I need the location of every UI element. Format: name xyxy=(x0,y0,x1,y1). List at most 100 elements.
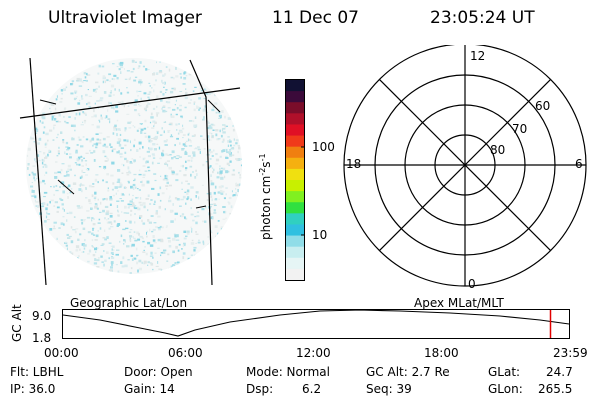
uv-speckle xyxy=(97,181,99,184)
uv-speckle xyxy=(64,151,66,155)
uv-speckle xyxy=(139,235,143,238)
uv-speckle xyxy=(121,265,125,268)
uv-speckle xyxy=(74,230,77,234)
uv-speckle xyxy=(54,171,58,174)
uv-speckle xyxy=(219,189,223,193)
uv-speckle xyxy=(129,200,133,203)
uv-speckle xyxy=(147,69,150,71)
uv-speckle xyxy=(76,77,80,81)
uv-speckle xyxy=(60,131,63,134)
uv-speckle xyxy=(216,138,220,141)
uv-speckle xyxy=(77,255,80,257)
uv-speckle xyxy=(132,194,134,197)
uv-speckle xyxy=(75,228,79,230)
uv-speckle xyxy=(106,251,109,254)
uv-speckle xyxy=(138,79,142,82)
uv-speckle xyxy=(148,98,151,101)
uv-speckle xyxy=(128,78,131,81)
uv-speckle xyxy=(67,147,71,150)
uv-speckle xyxy=(207,121,210,125)
uv-speckle xyxy=(151,187,155,190)
uv-speckle xyxy=(216,176,220,179)
uv-speckle xyxy=(52,228,56,230)
uv-speckle xyxy=(81,95,83,98)
uv-speckle xyxy=(107,118,111,120)
uv-speckle xyxy=(130,71,134,73)
uv-speckle xyxy=(97,107,99,109)
uv-speckle xyxy=(165,185,169,187)
uv-speckle xyxy=(148,82,151,84)
uv-speckle xyxy=(96,266,100,268)
uv-speckle xyxy=(209,150,213,154)
uv-speckle xyxy=(91,219,93,222)
uv-speckle xyxy=(44,143,47,146)
uv-speckle xyxy=(115,192,117,195)
uv-speckle xyxy=(134,99,138,102)
uv-speckle xyxy=(180,215,184,218)
uv-speckle xyxy=(133,138,136,141)
uv-speckle xyxy=(110,90,112,93)
uv-speckle xyxy=(112,78,116,81)
uv-speckle xyxy=(138,232,140,236)
uv-speckle xyxy=(222,167,226,171)
uv-speckle xyxy=(87,231,91,234)
uv-speckle xyxy=(83,244,87,247)
uv-speckle xyxy=(235,188,237,190)
uv-speckle xyxy=(228,149,232,151)
uv-speckle xyxy=(94,178,98,182)
uv-speckle xyxy=(135,186,137,189)
uv-speckle xyxy=(159,61,161,63)
uv-speckle xyxy=(203,108,205,110)
uv-speckle xyxy=(195,221,198,225)
uv-speckle xyxy=(118,150,120,152)
uv-speckle xyxy=(81,159,84,161)
uv-speckle xyxy=(63,107,66,111)
uv-speckle xyxy=(224,175,226,179)
uv-speckle xyxy=(108,242,112,244)
uv-speckle xyxy=(233,194,236,196)
uv-speckle xyxy=(190,157,194,159)
uv-speckle xyxy=(123,239,126,242)
uv-speckle xyxy=(70,226,73,229)
uv-speckle xyxy=(43,163,47,166)
uv-speckle xyxy=(92,88,96,92)
info-glat-label: GLat: xyxy=(488,365,521,379)
info-dsp-value: 6.2 xyxy=(302,382,322,396)
uv-speckle xyxy=(147,102,149,104)
uv-speckle xyxy=(97,257,100,259)
uv-speckle xyxy=(209,203,214,205)
uv-speckle xyxy=(160,99,163,102)
uv-speckle xyxy=(182,164,184,168)
uv-speckle xyxy=(146,232,147,235)
uv-speckle xyxy=(238,146,241,150)
uv-speckle xyxy=(132,183,136,187)
uv-speckle xyxy=(27,163,30,166)
uv-speckle xyxy=(119,64,123,67)
uv-speckle xyxy=(102,137,106,141)
uv-speckle xyxy=(225,170,229,174)
uv-speckle xyxy=(69,153,72,155)
uv-speckle xyxy=(182,256,185,260)
uv-speckle xyxy=(187,257,191,261)
timeline-ytick-1-8: 1.8 xyxy=(32,331,52,345)
uv-speckle xyxy=(190,254,194,256)
uv-speckle xyxy=(212,106,215,108)
uv-speckle xyxy=(125,227,129,230)
uv-speckle xyxy=(209,127,213,129)
uv-speckle xyxy=(70,83,73,86)
uv-speckle xyxy=(42,112,46,115)
uv-speckle xyxy=(133,103,137,106)
uv-speckle xyxy=(179,108,182,112)
uv-speckle xyxy=(195,233,199,235)
uv-speckle xyxy=(99,227,102,230)
timeline-ylabel: GC Alt xyxy=(10,304,24,342)
uv-speckle xyxy=(170,113,172,117)
uv-speckle xyxy=(40,203,44,205)
colorbar-band xyxy=(286,246,304,259)
uv-speckle xyxy=(79,248,81,251)
uv-speckle xyxy=(156,131,159,134)
uv-speckle xyxy=(203,148,206,150)
uv-speckle xyxy=(51,115,54,119)
uv-speckle xyxy=(196,106,200,109)
uv-speckle xyxy=(41,158,44,162)
